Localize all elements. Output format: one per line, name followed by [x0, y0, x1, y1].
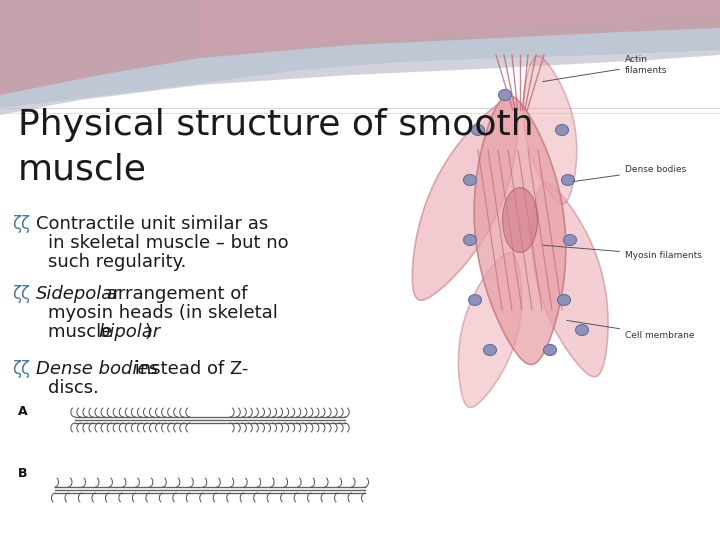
Ellipse shape [556, 125, 569, 136]
Text: Myosin filaments: Myosin filaments [543, 245, 702, 260]
Ellipse shape [503, 187, 538, 253]
Text: ζζ: ζζ [12, 360, 30, 378]
Text: in skeletal muscle – but no: in skeletal muscle – but no [48, 234, 289, 252]
Text: Actin
filaments: Actin filaments [543, 55, 667, 82]
Ellipse shape [469, 294, 482, 306]
Text: such regularity.: such regularity. [48, 253, 186, 271]
Ellipse shape [557, 294, 570, 306]
Ellipse shape [472, 125, 485, 136]
Text: B: B [18, 467, 27, 480]
Text: Sidepolar: Sidepolar [36, 285, 121, 303]
Ellipse shape [564, 234, 577, 246]
Text: instead of Z-: instead of Z- [129, 360, 248, 378]
Ellipse shape [562, 174, 575, 186]
Ellipse shape [544, 345, 557, 355]
Text: Cell membrane: Cell membrane [567, 320, 695, 340]
Text: myosin heads (in skeletal: myosin heads (in skeletal [48, 304, 278, 322]
Text: arrangement of: arrangement of [101, 285, 248, 303]
Polygon shape [523, 56, 577, 204]
Text: muscle: muscle [18, 153, 147, 187]
Polygon shape [532, 183, 608, 377]
Ellipse shape [464, 234, 477, 246]
Text: ): ) [145, 323, 152, 341]
Text: discs.: discs. [48, 379, 99, 397]
Polygon shape [0, 0, 720, 115]
Ellipse shape [575, 325, 588, 335]
Polygon shape [474, 96, 566, 364]
Polygon shape [459, 253, 521, 408]
Polygon shape [0, 0, 720, 95]
Ellipse shape [484, 345, 497, 355]
Ellipse shape [498, 90, 511, 100]
Polygon shape [413, 100, 518, 300]
Text: Physical structure of smooth: Physical structure of smooth [18, 108, 534, 142]
Text: ζζ: ζζ [12, 215, 30, 233]
Text: Dense bodies: Dense bodies [572, 165, 686, 181]
Polygon shape [200, 0, 720, 55]
Ellipse shape [464, 174, 477, 186]
Text: bipolar: bipolar [98, 323, 160, 341]
Text: ζζ: ζζ [12, 285, 30, 303]
Polygon shape [0, 0, 720, 108]
Text: Contractile unit similar as: Contractile unit similar as [36, 215, 269, 233]
Text: muscle: muscle [48, 323, 118, 341]
Text: Dense bodies: Dense bodies [36, 360, 158, 378]
Text: A: A [18, 405, 27, 418]
